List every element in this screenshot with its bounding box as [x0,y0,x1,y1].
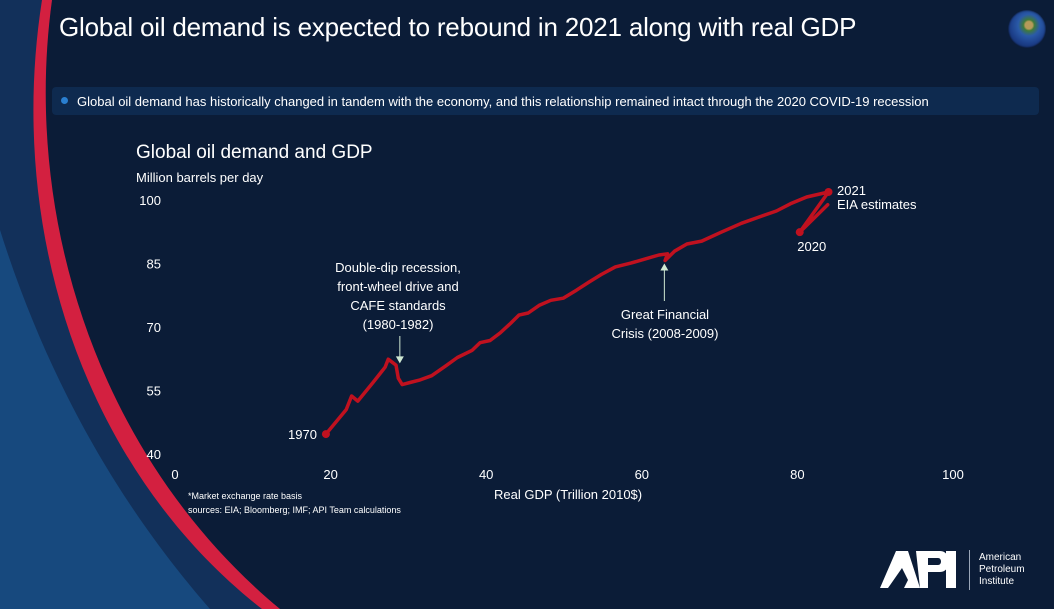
y-tick-label: 85 [147,257,161,272]
annotation-great-financial-crisis: Crisis (2008-2009) [612,326,719,341]
key-message-banner: Global oil demand has historically chang… [52,87,1039,115]
chart-title: Global oil demand and GDP [136,142,373,163]
earth-globe-icon [1008,10,1046,48]
point-marker-2021 [824,187,833,196]
point-marker-1970 [321,430,330,439]
left-blue-swoosh [0,230,210,609]
label-2020: 2020 [797,239,826,254]
label-1970: 1970 [288,427,317,442]
x-tick-label: 0 [171,467,178,482]
annotation-great-financial-crisis: Great Financial [621,307,709,322]
x-tick-label: 40 [479,467,493,482]
api-logo: American Petroleum Institute [880,548,1050,593]
org-line-1: American [979,552,1022,563]
x-tick-label: 100 [942,467,964,482]
x-tick-label: 20 [323,467,337,482]
org-line-3: Institute [979,576,1015,587]
organization-name: American Petroleum Institute [979,552,1025,588]
footnote-sources: sources: EIA; Bloomberg; IMF; API Team c… [188,505,401,515]
annotation-double-dip: front-wheel drive and [337,279,458,294]
annotation-double-dip: (1980-1982) [363,317,434,332]
logo-divider [969,550,970,590]
x-tick-label: 60 [635,467,649,482]
series-line-oil-demand [324,190,831,436]
red-swoosh [33,0,280,609]
label-2021-eia-estimates: 2021 [837,183,866,198]
point-marker-2020 [795,228,804,237]
footnote-basis: *Market exchange rate basis [188,491,303,501]
api-logo-mark [880,551,956,588]
arrowhead-double-dip [395,356,404,364]
y-tick-label: 55 [147,384,161,399]
banner-text: Global oil demand has historically chang… [77,94,929,109]
slide-title: Global oil demand is expected to rebound… [59,12,857,42]
y-axis-label: Million barrels per day [136,170,264,185]
x-tick-label: 80 [790,467,804,482]
bullet-icon [61,97,68,104]
label-2021-eia-estimates: EIA estimates [837,197,917,212]
x-axis-label: Real GDP (Trillion 2010$) [494,487,642,502]
y-tick-label: 40 [147,447,161,462]
y-tick-label: 70 [147,320,161,335]
annotation-double-dip: Double-dip recession, [335,260,461,275]
arrowhead-gfc [660,263,669,271]
y-tick-label: 100 [139,193,161,208]
annotation-double-dip: CAFE standards [350,298,446,313]
org-line-2: Petroleum [979,564,1025,575]
